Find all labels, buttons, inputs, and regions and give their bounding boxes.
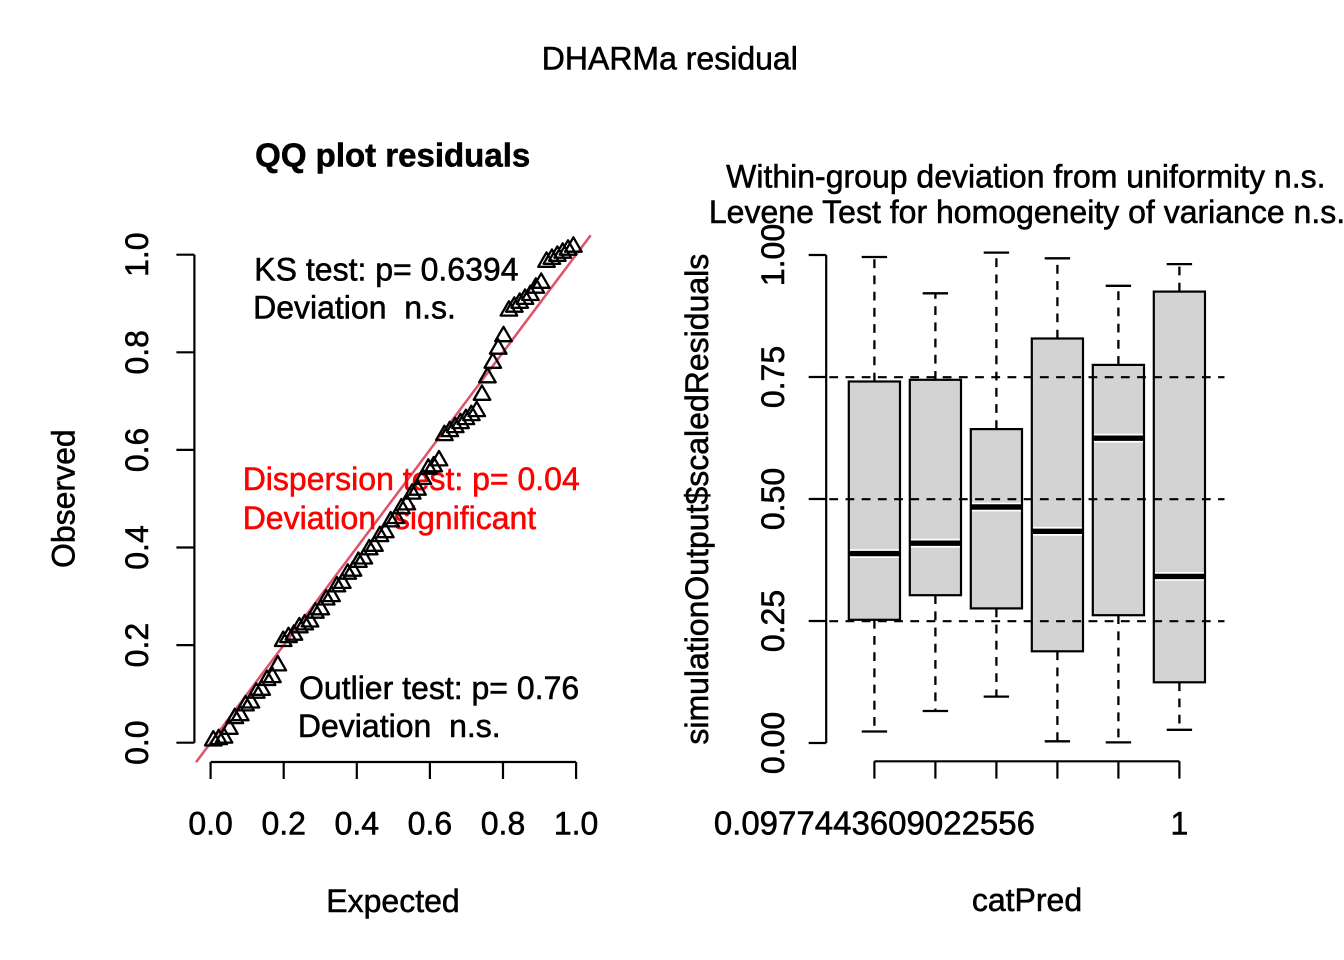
svg-text:Dispersion test: p= 0.04: Dispersion test: p= 0.04 xyxy=(243,461,580,497)
svg-text:Outlier test: p= 0.76: Outlier test: p= 0.76 xyxy=(299,670,579,706)
svg-text:0.6: 0.6 xyxy=(408,806,452,842)
svg-text:KS test: p= 0.6394: KS test: p= 0.6394 xyxy=(254,252,518,288)
svg-text:Levene Test for homogeneity of: Levene Test for homogeneity of variance … xyxy=(709,194,1344,230)
svg-text:simulationOutput$scaledResidua: simulationOutput$scaledResiduals xyxy=(679,254,715,745)
svg-text:0.2: 0.2 xyxy=(261,806,305,842)
svg-text:0.8: 0.8 xyxy=(119,330,155,374)
svg-text:1.0: 1.0 xyxy=(554,806,598,842)
svg-text:0.6: 0.6 xyxy=(119,428,155,472)
svg-text:1.0: 1.0 xyxy=(119,232,155,276)
svg-text:0.00: 0.00 xyxy=(755,712,791,774)
svg-text:0.0977443609022556: 0.0977443609022556 xyxy=(714,805,1035,842)
svg-text:0.2: 0.2 xyxy=(119,623,155,667)
svg-text:Observed: Observed xyxy=(46,429,82,568)
svg-text:1.00: 1.00 xyxy=(755,224,791,286)
svg-text:0.75: 0.75 xyxy=(755,346,791,408)
svg-text:Deviation n.s.: Deviation n.s. xyxy=(298,708,501,744)
svg-text:0.0: 0.0 xyxy=(119,720,155,764)
svg-text:Expected: Expected xyxy=(326,883,459,919)
svg-text:0.25: 0.25 xyxy=(755,590,791,652)
svg-text:Within-group deviation from un: Within-group deviation from uniformity n… xyxy=(726,158,1325,194)
svg-text:0.4: 0.4 xyxy=(335,806,379,842)
svg-text:0.8: 0.8 xyxy=(481,806,525,842)
svg-text:0.50: 0.50 xyxy=(755,468,791,530)
svg-text:0.4: 0.4 xyxy=(119,525,155,569)
svg-text:QQ plot residuals: QQ plot residuals xyxy=(255,137,530,174)
svg-text:0.0: 0.0 xyxy=(188,806,232,842)
svg-text:catPred: catPred xyxy=(972,882,1082,918)
svg-text:1: 1 xyxy=(1171,806,1189,842)
svg-text:Deviation n.s.: Deviation n.s. xyxy=(253,290,456,326)
svg-text:DHARMa residual: DHARMa residual xyxy=(542,41,798,77)
